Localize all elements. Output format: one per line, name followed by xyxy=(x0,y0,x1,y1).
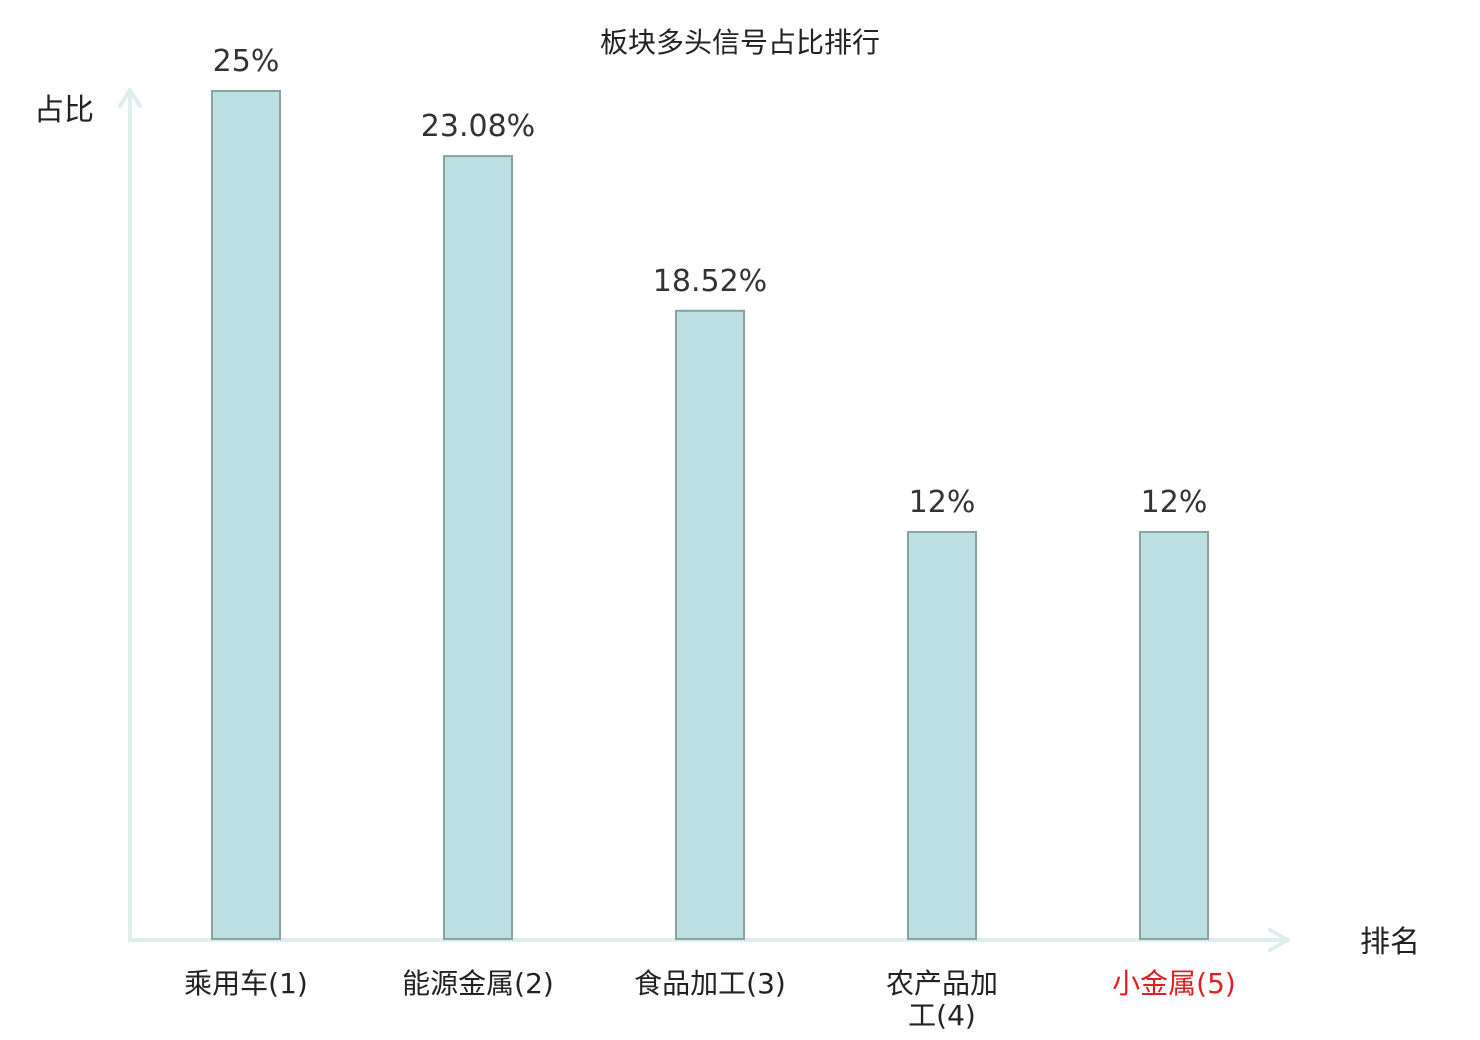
bars-group xyxy=(211,90,1209,941)
value-label-5: 12% xyxy=(1141,485,1208,520)
bar-1 xyxy=(211,90,281,940)
value-label-4: 12% xyxy=(909,485,976,520)
x-axis-label: 排名 xyxy=(1360,925,1420,960)
bar-3 xyxy=(675,309,745,941)
category-label-1: 乘用车(1) xyxy=(184,967,308,1000)
value-label-1: 25% xyxy=(213,44,280,79)
category-labels-group: 乘用车(1) 能源金属(2) 食品加工(3) 农产品加工(4) 小金属(5) xyxy=(184,967,1236,1032)
category-label-5: 小金属(5) xyxy=(1112,967,1236,1000)
bar-5 xyxy=(1139,530,1209,941)
value-labels-group: 25% 23.08% 18.52% 12% 12% xyxy=(213,44,1208,520)
category-label-4: 农产品加工(4) xyxy=(886,967,998,1032)
category-label-2: 能源金属(2) xyxy=(402,967,554,1000)
value-label-2: 23.08% xyxy=(421,109,535,144)
bar-4 xyxy=(907,530,977,941)
y-axis-arrow xyxy=(118,88,142,108)
x-axis-arrow xyxy=(1268,928,1290,952)
y-axis-label: 占比 xyxy=(34,93,94,128)
value-label-3: 18.52% xyxy=(653,264,767,299)
bar-2 xyxy=(443,155,513,940)
chart-title: 板块多头信号占比排行 xyxy=(600,26,880,59)
category-label-3: 食品加工(3) xyxy=(634,967,786,1000)
